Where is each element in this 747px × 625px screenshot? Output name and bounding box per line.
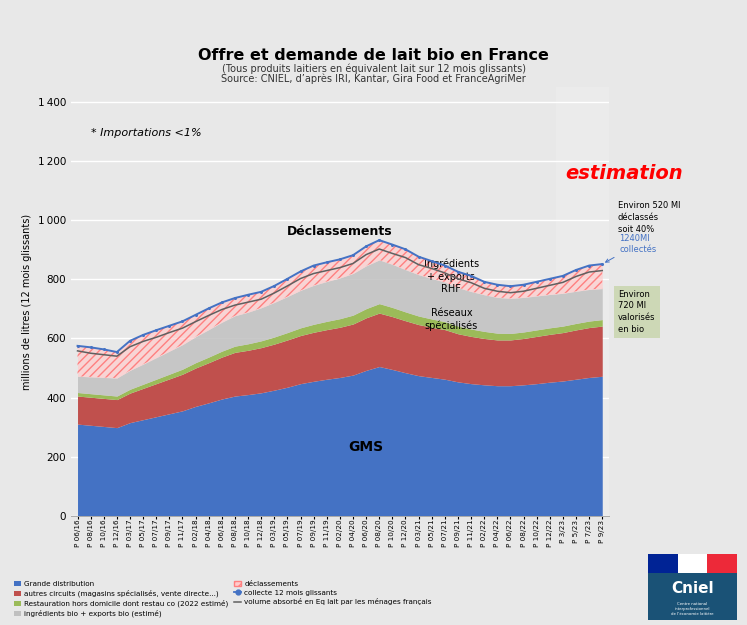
Y-axis label: millions de litres (12 mois glissants): millions de litres (12 mois glissants): [22, 214, 32, 389]
Text: Environ
720 Ml
valorisés
en bio: Environ 720 Ml valorisés en bio: [618, 290, 655, 334]
Text: Déclassements: Déclassements: [287, 225, 393, 238]
Text: Environ 520 Ml
déclassés
soit 40%: Environ 520 Ml déclassés soit 40%: [618, 201, 681, 234]
Text: estimation: estimation: [565, 164, 684, 182]
Text: 1240Ml
collectés: 1240Ml collectés: [606, 234, 657, 262]
Text: (Tous produits laitiers en équivalent lait sur 12 mois glissants): (Tous produits laitiers en équivalent la…: [222, 63, 525, 74]
Bar: [707, 554, 737, 572]
Text: Réseaux
spécialisés: Réseaux spécialisés: [425, 308, 478, 331]
Bar: [557, 88, 609, 516]
Text: Ingrédients
+ exports
RHF: Ingrédients + exports RHF: [424, 259, 479, 294]
Text: Source: CNIEL, d’après IRI, Kantar, Gira Food et FranceAgriMer: Source: CNIEL, d’après IRI, Kantar, Gira…: [221, 73, 526, 84]
Text: Offre et demande de lait bio en France: Offre et demande de lait bio en France: [198, 48, 549, 63]
Bar: [648, 554, 678, 572]
Bar: [678, 554, 707, 572]
Text: Cniel: Cniel: [671, 581, 714, 596]
Text: * Importations <1%: * Importations <1%: [90, 128, 201, 138]
Legend: Grande distribution, autres circuits (magasins spécialisés, vente directe...), R: Grande distribution, autres circuits (ma…: [11, 578, 435, 620]
Text: Centre national
interprofessionnel
de l'économie laitière: Centre national interprofessionnel de l'…: [672, 602, 713, 616]
Text: GMS: GMS: [349, 439, 384, 454]
